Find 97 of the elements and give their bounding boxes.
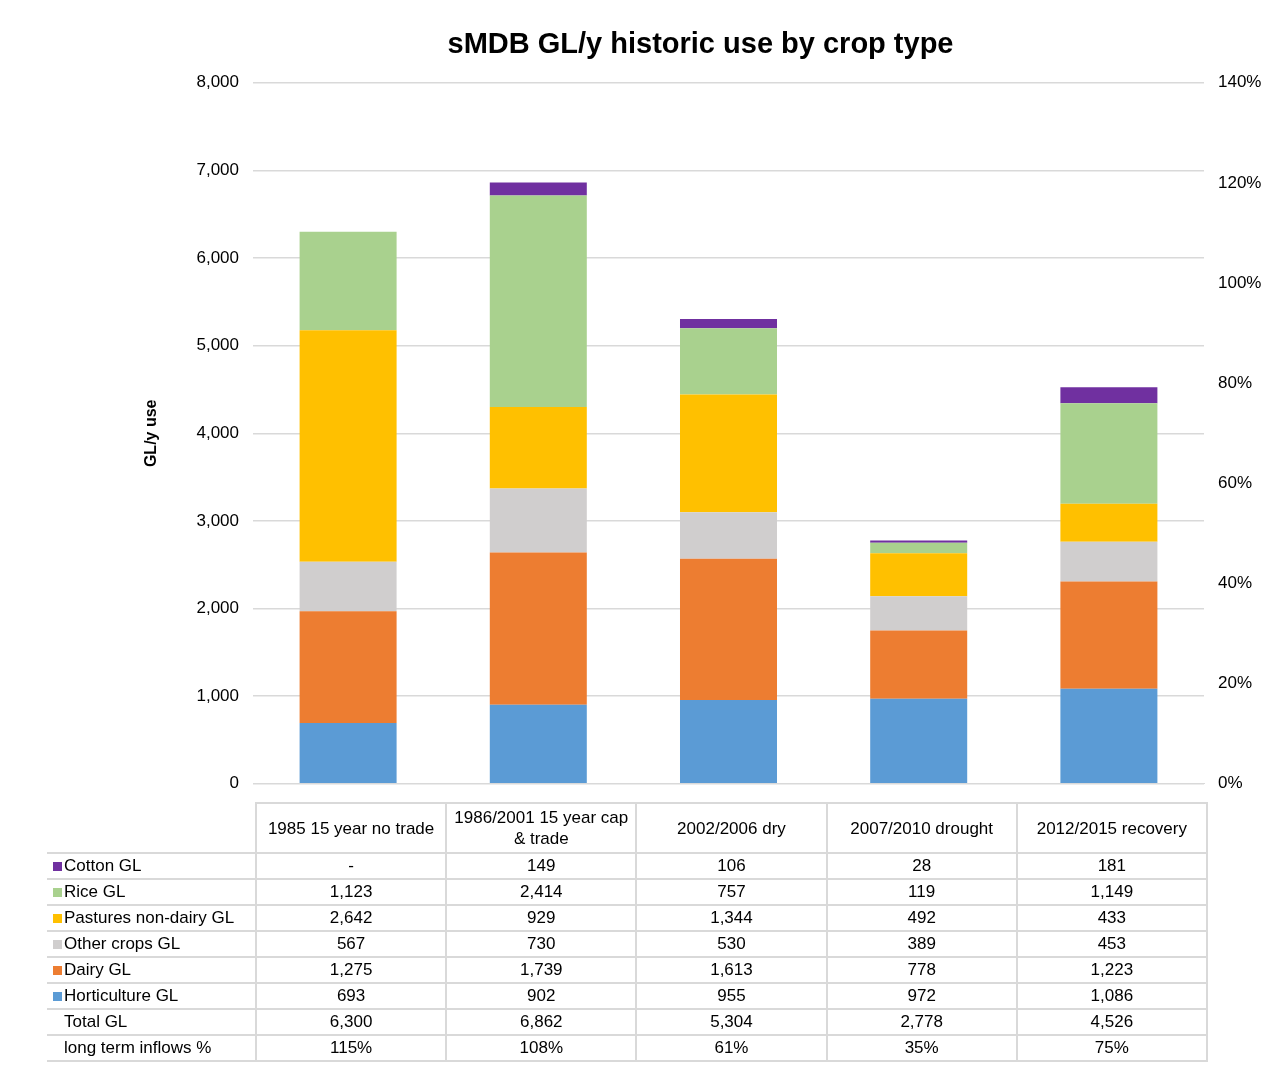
bar <box>489 704 587 784</box>
x-tick-label: 2012/2015 recovery <box>1016 803 1207 853</box>
data-label: 181 <box>1016 853 1207 879</box>
bar <box>489 195 587 408</box>
y2-tick-label: 100% <box>1218 272 1262 292</box>
data-label: 693 <box>256 983 447 1009</box>
data-label: 1,223 <box>1016 957 1207 983</box>
bar <box>870 698 968 784</box>
data-label: 955 <box>636 983 827 1009</box>
x-tick-label: 1986/2001 15 year cap & trade <box>446 803 637 853</box>
bar <box>1060 503 1158 542</box>
y2-tick-label: 140% <box>1218 72 1262 92</box>
y-tick-label: 1,000 <box>196 685 239 705</box>
bar <box>299 330 397 562</box>
data-label: 1,086 <box>1016 983 1207 1009</box>
data-label: 972 <box>826 983 1017 1009</box>
data-label: 530 <box>636 931 827 957</box>
data-label: 567 <box>256 931 447 957</box>
data-label: 1,613 <box>636 957 827 983</box>
data-label: 778 <box>826 957 1017 983</box>
text: - <box>348 856 354 875</box>
bar <box>1060 541 1158 582</box>
text: Total GL <box>47 1009 256 1035</box>
y-tick-label: 2,000 <box>196 598 239 618</box>
bar <box>680 700 777 784</box>
bar <box>299 231 397 331</box>
y2-tick-label: 60% <box>1218 473 1253 493</box>
text: 6,300 <box>256 1009 447 1035</box>
legend-label: Other crops GL <box>47 931 256 957</box>
data-label: 149 <box>446 853 637 879</box>
legend-label: Rice GL <box>47 879 256 905</box>
bar <box>680 558 777 701</box>
y-tick-label: 0 <box>229 773 239 793</box>
bar <box>1060 688 1158 784</box>
text: 5,304 <box>636 1009 827 1035</box>
legend-label: Horticulture GL <box>47 983 256 1009</box>
y-tick-label: 8,000 <box>196 72 239 92</box>
data-label: 492 <box>826 905 1017 931</box>
data-label: 902 <box>446 983 637 1009</box>
data-label: 453 <box>1016 931 1207 957</box>
text: 6,862 <box>446 1009 637 1035</box>
data-label: 1,739 <box>446 957 637 983</box>
bar <box>1060 387 1158 404</box>
legend-label: Pastures non-dairy GL <box>47 905 256 931</box>
y-tick-label: 6,000 <box>196 247 239 267</box>
chart-title: sMDB GL/y historic use by crop type <box>447 27 954 60</box>
text: 35% <box>826 1035 1017 1061</box>
legend-label: Dairy GL <box>47 957 256 983</box>
data-label: 389 <box>826 931 1017 957</box>
data-label: 106 <box>636 853 827 879</box>
bar <box>489 552 587 705</box>
data-label: 757 <box>636 879 827 905</box>
x-tick-label: 2002/2006 dry <box>636 803 827 853</box>
y2-tick-label: 80% <box>1218 372 1253 392</box>
text: 2,778 <box>826 1009 1017 1035</box>
text: 75% <box>1016 1035 1207 1061</box>
data-label: 28 <box>826 853 1017 879</box>
legend-label: Cotton GL <box>47 853 256 879</box>
bar <box>870 540 968 543</box>
data-label: 2,414 <box>446 879 637 905</box>
x-tick-label: 1985 15 year no trade <box>256 803 447 853</box>
y-tick-label: 4,000 <box>196 422 239 442</box>
y2-tick-label: 120% <box>1218 172 1262 192</box>
text: 115% <box>256 1035 447 1061</box>
y2-tick-label: 20% <box>1218 673 1253 693</box>
bar <box>299 723 397 784</box>
bar <box>870 542 968 554</box>
text: long term inflows % <box>47 1035 256 1061</box>
bar <box>680 394 777 513</box>
data-label: 929 <box>446 905 637 931</box>
bar <box>680 318 777 329</box>
x-tick-label: 2007/2010 drought <box>826 803 1017 853</box>
data-label: 2,642 <box>256 905 447 931</box>
y2-tick-label: 40% <box>1218 573 1253 593</box>
data-label: 119 <box>826 879 1017 905</box>
bar <box>299 611 397 724</box>
bar <box>489 407 587 489</box>
data-label: 1,149 <box>1016 879 1207 905</box>
bar <box>1060 581 1158 689</box>
text: 4,526 <box>1016 1009 1207 1035</box>
text: 61% <box>636 1035 827 1061</box>
y-tick-label: 5,000 <box>196 335 239 355</box>
data-label: 1,275 <box>256 957 447 983</box>
data-label: 1,344 <box>636 905 827 931</box>
bar <box>870 630 968 699</box>
text: 108% <box>446 1035 637 1061</box>
y-tick-label: 7,000 <box>196 160 239 180</box>
data-label: 433 <box>1016 905 1207 931</box>
y-tick-label: 3,000 <box>196 510 239 530</box>
bar <box>489 182 587 196</box>
y2-tick-label: 0% <box>1218 773 1243 793</box>
bar <box>870 553 968 597</box>
y-axis-title: GL/y use <box>142 399 160 468</box>
data-label: 1,123 <box>256 879 447 905</box>
bar <box>1060 403 1158 504</box>
bar <box>680 328 777 395</box>
data-label: 730 <box>446 931 637 957</box>
